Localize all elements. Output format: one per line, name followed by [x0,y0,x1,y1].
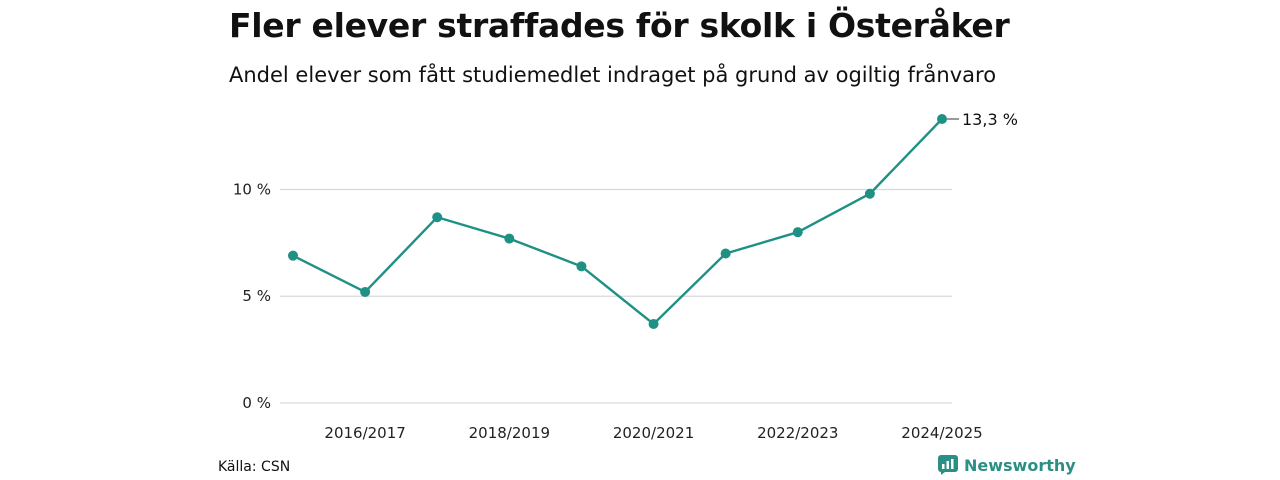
data-point [648,318,659,329]
data-point [937,114,947,124]
x-tick-label: 2022/2023 [757,424,838,442]
chart-title: Fler elever straffades för skolk i Öster… [229,6,1010,45]
y-axis-ticks: 0 % 5 % 10 % [233,180,271,412]
data-point [864,188,875,199]
data-point [432,212,443,223]
newsworthy-logo-icon [938,455,958,475]
y-tick-label: 5 % [242,287,271,305]
y-tick-label: 10 % [233,180,271,198]
series-layer [288,114,947,329]
x-tick-label: 2018/2019 [469,424,550,442]
data-point [288,250,298,261]
end-value-label: 13,3 % [962,110,1018,129]
label-layer: 13,3 % [947,110,1018,129]
data-point [360,286,371,297]
data-point [576,261,587,272]
grid-layer [280,188,952,404]
y-tick-label: 0 % [242,394,271,412]
series-line [291,117,944,326]
data-point [720,248,731,259]
x-tick-label: 2024/2025 [901,424,982,442]
chart-subtitle: Andel elever som fått studiemedlet indra… [229,63,997,87]
x-tick-label: 2020/2021 [613,424,694,442]
data-point [504,233,515,244]
x-axis-ticks: 2016/2017 2018/2019 2020/2021 2022/2023 2024… [324,424,982,442]
data-point [792,227,803,238]
brand-logo: Newsworthy [938,455,1076,475]
x-tick-label: 2016/2017 [324,424,405,442]
brand-name: Newsworthy [964,455,1076,475]
source-note: Källa: CSN [218,459,291,475]
